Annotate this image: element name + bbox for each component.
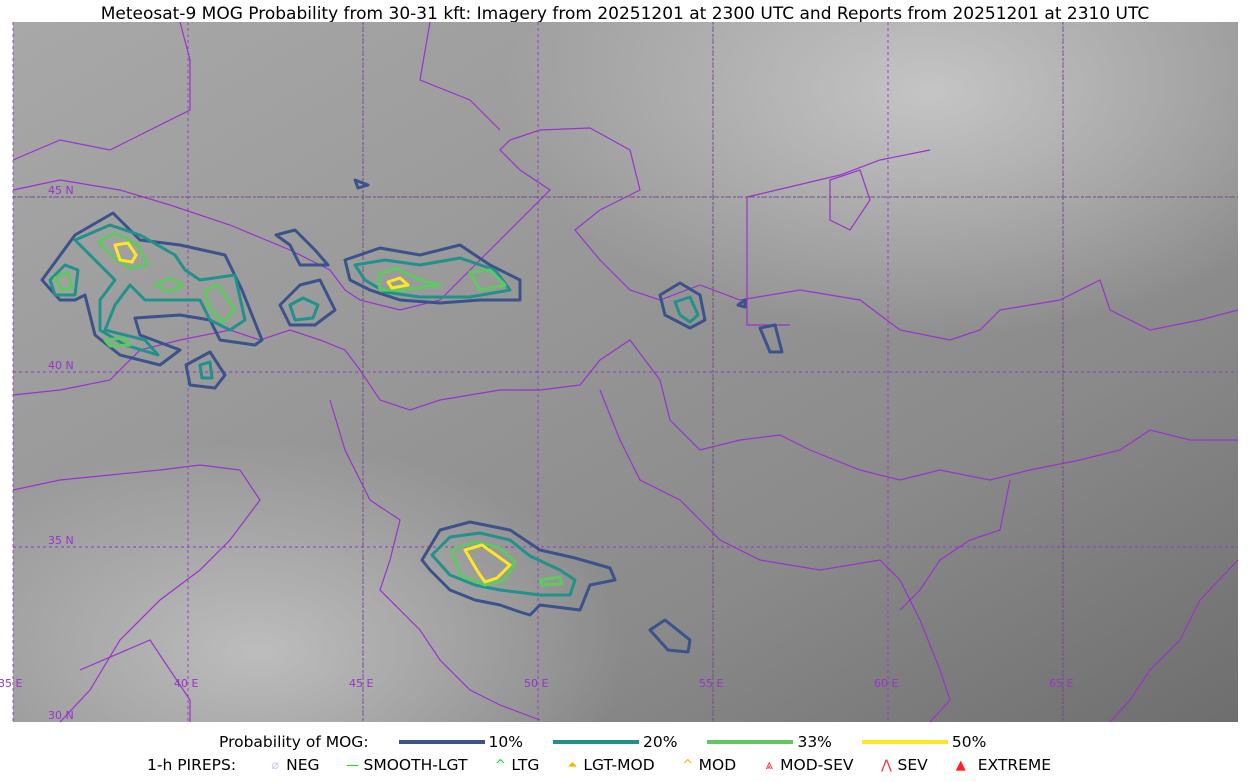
legend-swatch-50pct xyxy=(861,740,948,744)
lat-label: 30 N xyxy=(48,709,74,722)
lat-label: 35 N xyxy=(48,534,74,547)
lon-label: 55 E xyxy=(699,677,723,690)
country-borders xyxy=(12,21,1239,723)
pirep-label: NEG xyxy=(286,756,320,774)
pirep-label: SEV xyxy=(897,756,928,774)
lon-label: 65 E xyxy=(1049,677,1073,690)
pirep-label: EXTREME xyxy=(977,756,1052,774)
ltg-icon: ^ xyxy=(494,757,506,773)
legend-level-label: 33% xyxy=(797,733,832,751)
pireps-legend-label: 1-h PIREPS: xyxy=(147,756,237,774)
mod-icon: ^ xyxy=(682,757,694,773)
contour-20pct xyxy=(48,223,700,597)
mog-contours xyxy=(40,178,784,654)
lat-label: 45 N xyxy=(48,184,74,197)
pirep-label: LGT-MOD xyxy=(583,756,655,774)
pireps-legend: 1-h PIREPS: ⌀ NEG — SMOOTH-LGT ^ LTG ⏶ LGT-M… xyxy=(0,756,1250,774)
sev-icon: ⋀ xyxy=(881,757,892,773)
contour-33pct xyxy=(53,231,564,587)
probability-legend: Probability of MOG: 10% 20% 33% 50% xyxy=(0,733,1250,751)
legend-swatch-33pct xyxy=(707,740,794,744)
lgt-mod-icon: ⏶ xyxy=(567,757,578,773)
lon-label: 45 E xyxy=(349,677,373,690)
neg-icon: ⌀ xyxy=(271,757,280,773)
map-title: Meteosat-9 MOG Probability from 30-31 kf… xyxy=(100,4,1150,24)
lon-label: 60 E xyxy=(874,677,898,690)
legend-level-label: 20% xyxy=(643,733,678,751)
legend-swatch-10pct xyxy=(398,740,485,744)
lon-label: 35 E xyxy=(0,677,22,690)
probability-legend-label: Probability of MOG: xyxy=(219,733,369,751)
pirep-label: MOD xyxy=(698,756,737,774)
legend-level-label: 10% xyxy=(488,733,523,751)
mod-sev-icon: ⩓ xyxy=(765,757,773,773)
pirep-label: LTG xyxy=(511,756,540,774)
pirep-label: MOD-SEV xyxy=(780,756,854,774)
extreme-icon: ▲ xyxy=(955,757,966,773)
pirep-label: SMOOTH-LGT xyxy=(363,756,468,774)
smooth-lgt-icon: — xyxy=(346,757,360,773)
lat-label: 40 N xyxy=(48,359,74,372)
legend-swatch-20pct xyxy=(553,740,639,744)
lon-label: 40 E xyxy=(174,677,198,690)
legend-level-label: 50% xyxy=(951,733,987,751)
satellite-map: 35 E 40 E 45 E 50 E 55 E 60 E 65 E 45 N … xyxy=(0,21,1239,723)
contour-10pct xyxy=(40,178,784,654)
lon-label: 50 E xyxy=(524,677,548,690)
contour-50pct xyxy=(113,241,512,584)
